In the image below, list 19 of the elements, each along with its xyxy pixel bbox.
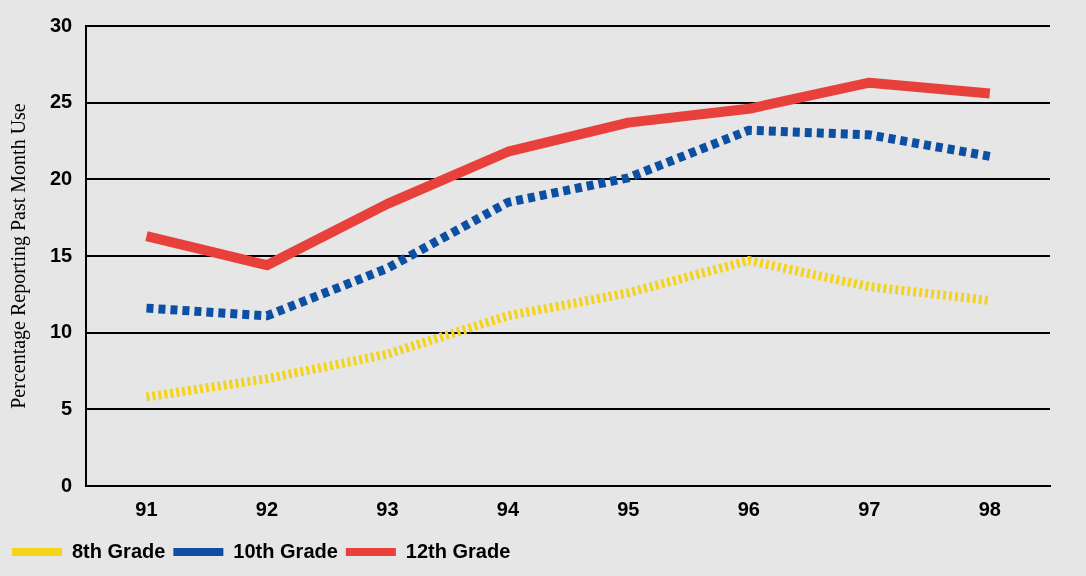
x-tick-label: 92 [255,497,279,520]
y-tick-label: 10 [50,320,73,343]
legend-label: 12th Grade [405,539,511,562]
y-tick-label: 25 [50,90,73,113]
x-tick-label: 98 [978,497,1001,520]
x-tick-label: 93 [376,497,399,520]
x-tick-label: 91 [135,497,158,520]
y-tick-label: 5 [61,396,73,419]
x-tick-label: 95 [617,497,640,520]
y-tick-label: 30 [50,13,73,36]
legend-label: 10th Grade [233,539,338,562]
y-tick-label: 20 [50,166,73,189]
y-axis-title: Percentage Reporting Past Month Use [7,103,31,409]
y-tick-label: 15 [50,243,73,266]
x-tick-label: 97 [858,497,881,520]
legend-label: 8th Grade [72,539,166,562]
y-tick-label: 0 [61,473,73,496]
x-tick-label: 96 [737,497,760,520]
x-tick-label: 94 [496,497,520,520]
